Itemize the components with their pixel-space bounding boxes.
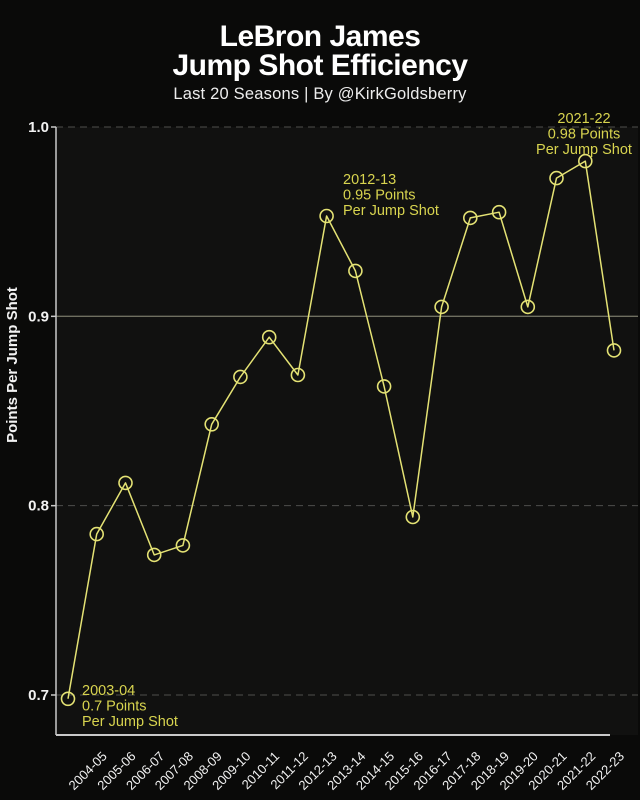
y-axis-title: Points Per Jump Shot [4, 287, 21, 443]
data-point-marker [175, 538, 191, 553]
chart-title: LeBron James Jump Shot Efficiency [0, 20, 640, 82]
data-point-marker [405, 509, 421, 525]
data-point-marker [118, 475, 133, 491]
data-point-marker [549, 170, 564, 186]
y-tick-label: 0.9 [28, 308, 49, 325]
annotation-2012-13: Per Jump Shot [343, 203, 439, 219]
y-tick-label: 0.7 [28, 687, 49, 704]
data-point-marker [348, 263, 363, 279]
data-point-marker [462, 210, 478, 226]
data-point-marker [606, 343, 622, 358]
annotation-2003-04: 0.7 Points [82, 699, 147, 715]
annotation-2021-22: 2021-22 [557, 111, 610, 127]
efficiency-line [67, 160, 615, 699]
annotation-2012-13: 0.95 Points [343, 188, 416, 204]
annotation-2003-04: Per Jump Shot [82, 714, 178, 730]
data-point-marker [261, 329, 277, 345]
chart-title-line1: LeBron James [219, 20, 421, 53]
data-point-marker [376, 379, 392, 394]
chart-header: LeBron James Jump Shot Efficiency Last 2… [0, 22, 640, 104]
annotation-2012-13: 2012-13 [343, 172, 396, 188]
y-tick-label: 0.8 [28, 498, 49, 515]
annotation-2021-22: Per Jump Shot [536, 142, 632, 158]
chart-title-line2: Jump Shot Efficiency [172, 49, 468, 82]
y-tick-label: 1.0 [28, 119, 49, 136]
chart-subtitle: Last 20 Seasons | By @KirkGoldsberry [173, 85, 467, 103]
annotation-2021-22: 0.98 Points [548, 127, 621, 143]
data-point-marker [577, 153, 593, 169]
data-point-marker [146, 547, 162, 563]
data-point-marker [290, 367, 306, 383]
data-point-marker [233, 369, 248, 385]
data-point-marker [89, 526, 104, 542]
data-point-marker [319, 208, 334, 224]
data-point-marker [204, 416, 219, 432]
annotation-2003-04: 2003-04 [82, 683, 135, 699]
data-point-marker [520, 299, 536, 315]
data-point-marker [491, 204, 507, 220]
data-point-marker [434, 299, 449, 315]
plot-area [56, 127, 638, 735]
data-point-marker [60, 691, 76, 707]
